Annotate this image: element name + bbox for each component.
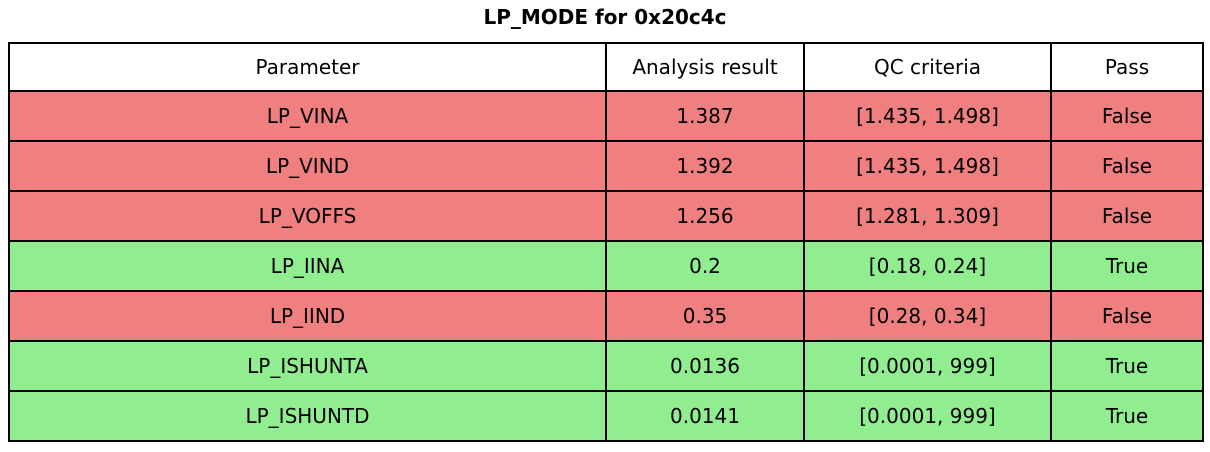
cell-analysis-result: 1.392 [605,140,805,192]
cell-pass: False [1050,140,1204,192]
cell-pass: True [1050,240,1204,292]
cell-parameter: LP_IIND [8,290,607,342]
cell-pass: True [1050,340,1204,392]
header-row: Parameter Analysis result QC criteria Pa… [8,42,1204,92]
table-row: LP_VIND 1.392 [1.435, 1.498] False [8,140,1204,192]
table-row: LP_VOFFS 1.256 [1.281, 1.309] False [8,190,1204,242]
qc-table: Parameter Analysis result QC criteria Pa… [8,42,1204,442]
table-row: LP_VINA 1.387 [1.435, 1.498] False [8,90,1204,142]
column-header-pass: Pass [1050,42,1204,92]
table-row: LP_IIND 0.35 [0.28, 0.34] False [8,290,1204,342]
cell-pass: False [1050,90,1204,142]
cell-parameter: LP_VIND [8,140,607,192]
cell-qc-criteria: [1.435, 1.498] [803,90,1052,142]
column-header-qc-criteria: QC criteria [803,42,1052,92]
table-body: LP_VINA 1.387 [1.435, 1.498] False LP_VIND 1.… [8,90,1204,442]
cell-qc-criteria: [1.435, 1.498] [803,140,1052,192]
cell-analysis-result: 0.2 [605,240,805,292]
cell-pass: False [1050,190,1204,242]
cell-parameter: LP_VOFFS [8,190,607,242]
cell-qc-criteria: [0.28, 0.34] [803,290,1052,342]
chart-title: LP_MODE for 0x20c4c [483,5,727,29]
column-header-parameter: Parameter [8,42,607,92]
cell-parameter: LP_IINA [8,240,607,292]
cell-pass: False [1050,290,1204,342]
table-row: LP_ISHUNTD 0.0141 [0.0001, 999] True [8,390,1204,442]
table-header: Parameter Analysis result QC criteria Pa… [8,42,1204,92]
cell-analysis-result: 0.0141 [605,390,805,442]
column-header-analysis-result: Analysis result [605,42,805,92]
cell-analysis-result: 1.256 [605,190,805,242]
cell-analysis-result: 0.35 [605,290,805,342]
cell-qc-criteria: [0.0001, 999] [803,390,1052,442]
cell-qc-criteria: [1.281, 1.309] [803,190,1052,242]
cell-qc-criteria: [0.18, 0.24] [803,240,1052,292]
cell-analysis-result: 1.387 [605,90,805,142]
cell-parameter: LP_ISHUNTA [8,340,607,392]
cell-qc-criteria: [0.0001, 999] [803,340,1052,392]
table-row: LP_IINA 0.2 [0.18, 0.24] True [8,240,1204,292]
cell-parameter: LP_VINA [8,90,607,142]
cell-analysis-result: 0.0136 [605,340,805,392]
cell-pass: True [1050,390,1204,442]
table-row: LP_ISHUNTA 0.0136 [0.0001, 999] True [8,340,1204,392]
cell-parameter: LP_ISHUNTD [8,390,607,442]
